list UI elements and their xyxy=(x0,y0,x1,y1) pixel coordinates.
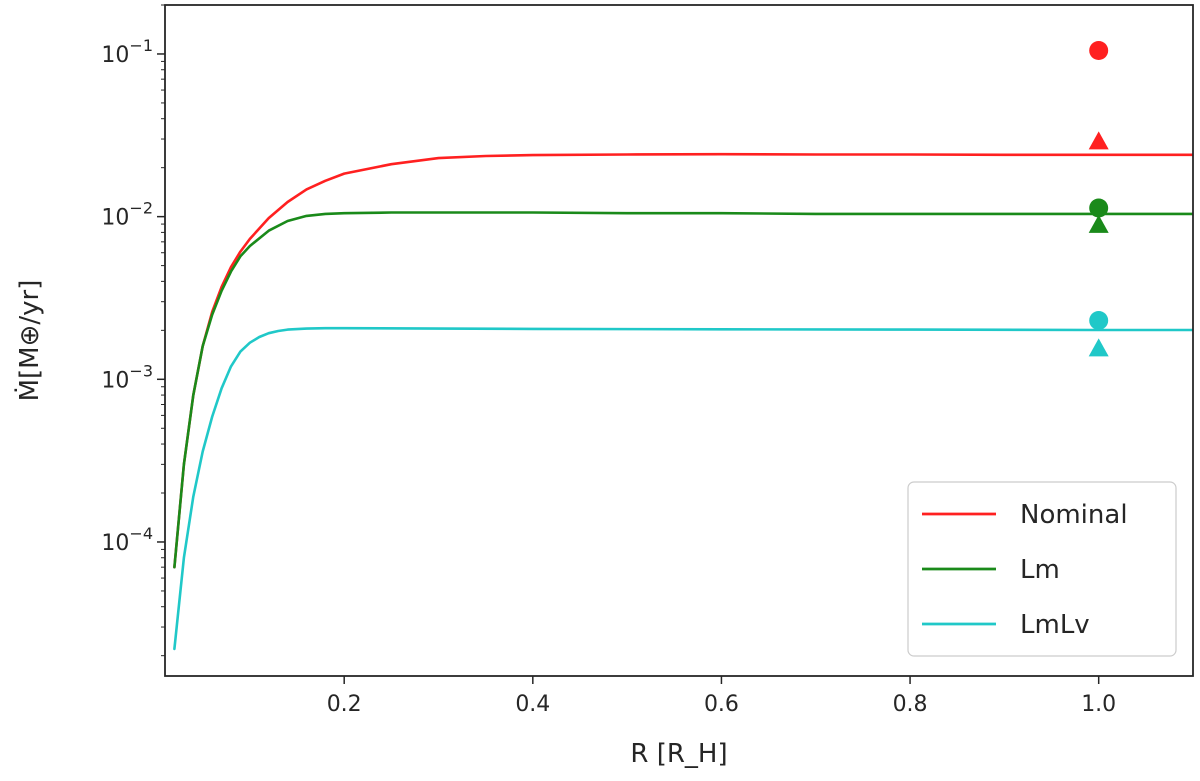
x-tick-label: 0.4 xyxy=(515,692,550,717)
legend-label-nominal: Nominal xyxy=(1020,500,1128,530)
marker-lm-circle xyxy=(1089,198,1109,218)
y-tick-label: 10−4 xyxy=(101,524,153,556)
legend-label-lm: Lm xyxy=(1020,555,1060,585)
x-axis-label: R [R_H] xyxy=(630,739,727,769)
x-tick-label: 0.2 xyxy=(327,692,362,717)
marker-layer xyxy=(1088,41,1109,357)
marker-nominal-circle xyxy=(1089,41,1109,61)
legend-label-lmlv: LmLv xyxy=(1020,610,1090,640)
plot-area xyxy=(164,4,1194,677)
axes-frame xyxy=(164,4,1194,677)
x-axis: 0.2 0.4 0.6 0.8 1.0 xyxy=(327,676,1116,717)
marker-lm-triangle xyxy=(1088,214,1109,233)
x-tick-label: 0.6 xyxy=(704,692,739,717)
x-tick-label: 1.0 xyxy=(1081,692,1116,717)
marker-lmlv-triangle xyxy=(1088,338,1109,357)
x-tick-label: 0.8 xyxy=(893,692,928,717)
y-tick-label: 10−3 xyxy=(101,361,153,393)
y-tick-label: 10−2 xyxy=(101,199,153,231)
legend-box xyxy=(907,481,1177,657)
legend: Nominal Lm LmLv xyxy=(907,481,1177,657)
series-line-lm xyxy=(173,211,1193,569)
marker-lmlv-circle xyxy=(1089,310,1109,330)
y-axis-label: Ṁ[M⊕/yr] xyxy=(13,280,45,402)
marker-nominal-triangle xyxy=(1088,131,1109,150)
series-layer xyxy=(173,152,1193,651)
y-tick-label: 10−1 xyxy=(101,36,153,68)
y-axis: 10−1 10−2 10−3 10−4 xyxy=(101,4,165,657)
series-line-lmlv xyxy=(173,326,1193,651)
